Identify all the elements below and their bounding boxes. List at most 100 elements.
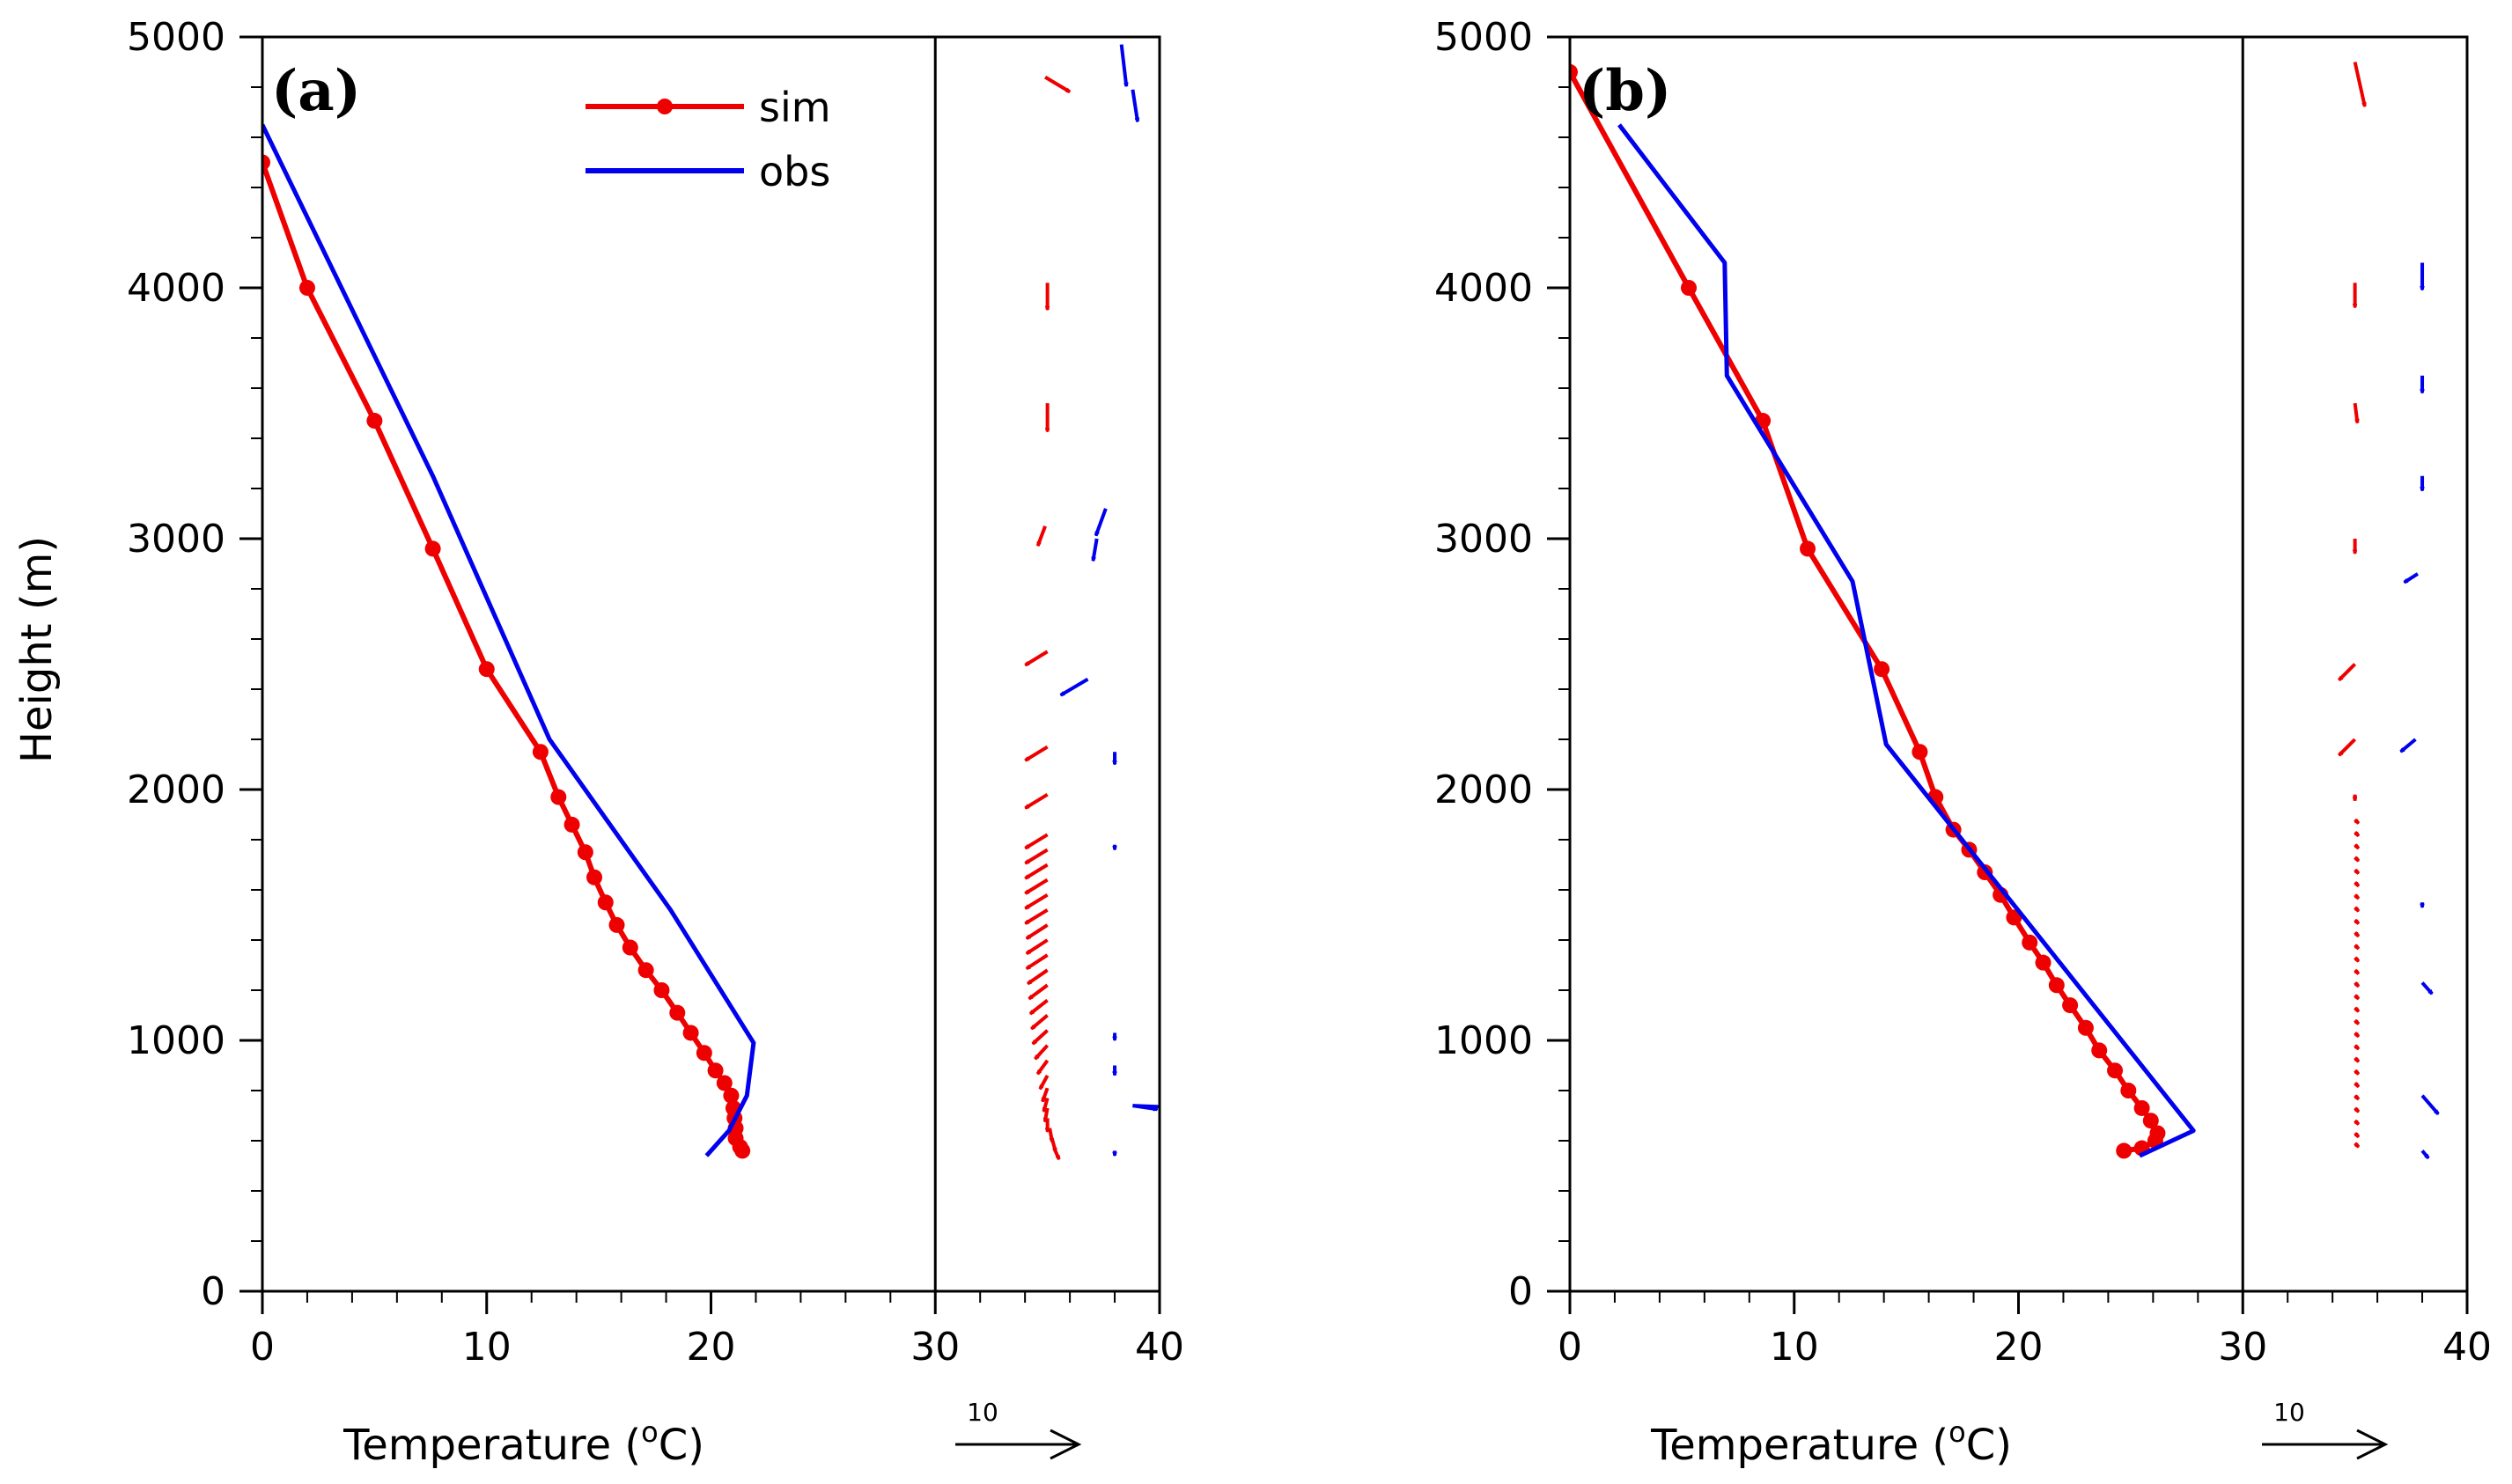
x-tick-label-a-1: 10 xyxy=(462,1325,512,1370)
reference-vector-b: 10 xyxy=(2262,1398,2389,1460)
x-tick-label-b-4: 40 xyxy=(2442,1325,2492,1370)
x-tick-label-b-2: 20 xyxy=(1994,1325,2044,1370)
y-tick-label-a-4: 4000 xyxy=(127,266,225,311)
sim-wind-vector-a-6 xyxy=(1025,792,1049,810)
sim-marker-b-15 xyxy=(2062,997,2079,1014)
legend-sim-marker xyxy=(657,99,673,114)
sim-marker-a-7 xyxy=(564,816,580,833)
sim-wind-vector-a-17 xyxy=(1029,983,1049,1001)
sim-marker-b-1 xyxy=(1681,280,1698,296)
x-axis-title-b: Temperature (oC) xyxy=(1650,1415,2012,1470)
sim-wind-vector-b-10 xyxy=(2354,856,2361,863)
sim-marker-b-21 xyxy=(2142,1113,2159,1129)
obs-wind-vector-a-3 xyxy=(1093,538,1099,561)
reference-vector-label-a: 10 xyxy=(967,1398,998,1427)
plot-area-a xyxy=(261,35,1161,1293)
sim-marker-a-15 xyxy=(669,1004,686,1021)
sim-marker-a-8 xyxy=(577,844,593,861)
sim-wind-vector-b-22 xyxy=(2354,1006,2361,1013)
sim-wind-vector-b-0 xyxy=(2353,62,2365,107)
sim-wind-vector-b-20 xyxy=(2354,981,2361,988)
legend-sim-label: sim xyxy=(759,84,831,131)
sim-marker-b-17 xyxy=(2091,1042,2108,1059)
sim-marker-a-2 xyxy=(366,413,383,430)
sim-marker-a-0 xyxy=(262,154,270,171)
y-tick-label-a-3: 3000 xyxy=(127,517,225,562)
obs-line-a xyxy=(262,123,756,1157)
sim-wind-vector-a-13 xyxy=(1027,923,1049,940)
axis-ticks-b: 0 10 20 30 40 0 1000 2000 3000 4000 5000 xyxy=(1434,15,2492,1370)
obs-line-b xyxy=(1617,123,2196,1158)
sim-wind-vector-b-5 xyxy=(2338,738,2357,757)
x-axis-title-a: Temperature (oC) xyxy=(343,1415,704,1470)
sim-marker-b-25 xyxy=(2116,1142,2133,1159)
sim-line-a xyxy=(262,161,745,1152)
sim-wind-vector-a-11 xyxy=(1025,893,1049,910)
sim-wind-vector-a-18 xyxy=(1030,998,1049,1016)
sim-marker-a-5 xyxy=(532,744,549,760)
sim-marker-a-26 xyxy=(734,1142,751,1159)
sim-wind-vector-b-21 xyxy=(2354,994,2361,1001)
obs-wind-vector-b-7 xyxy=(2420,1094,2440,1114)
sim-wind-vector-a-20 xyxy=(1033,1029,1049,1046)
sim-wind-vector-b-17 xyxy=(2354,944,2361,951)
y-tick-label-a-2: 2000 xyxy=(127,768,225,812)
reference-vector-arrowhead-b xyxy=(2356,1429,2389,1460)
sim-marker-b-18 xyxy=(2107,1062,2124,1079)
plot-content-a xyxy=(262,37,1160,1291)
sim-wind-vector-a-9 xyxy=(1025,863,1049,880)
sim-wind-vector-a-19 xyxy=(1031,1013,1049,1031)
y-tick-label-a-0: 0 xyxy=(201,1269,225,1314)
sim-marker-a-20 xyxy=(723,1087,740,1104)
y-tick-label-b-0: 0 xyxy=(1508,1269,1533,1314)
sim-marker-b-13 xyxy=(2035,954,2052,971)
reference-vector-arrowhead-a xyxy=(1050,1429,1082,1460)
sim-marker-a-10 xyxy=(597,894,614,911)
reference-vector-a: 10 xyxy=(955,1398,1082,1460)
sim-marker-a-9 xyxy=(586,869,603,885)
sim-wind-vector-a-7 xyxy=(1025,833,1049,850)
x-tick-label-b-0: 0 xyxy=(1558,1325,1582,1370)
sim-wind-vector-b-12 xyxy=(2354,881,2361,888)
sim-wind-vector-b-9 xyxy=(2354,843,2361,850)
sim-wind-vector-b-18 xyxy=(2354,956,2361,963)
sim-wind-vector-b-2 xyxy=(2353,402,2358,422)
legend-obs-label: obs xyxy=(759,148,830,195)
y-tick-label-a-1: 1000 xyxy=(127,1018,225,1063)
sim-marker-b-16 xyxy=(2077,1019,2094,1036)
x-tick-label-a-2: 20 xyxy=(687,1325,736,1370)
sim-marker-b-3 xyxy=(1800,540,1816,557)
sim-marker-b-20 xyxy=(2133,1099,2150,1116)
obs-wind-vector-a-4 xyxy=(1061,677,1089,697)
sim-wind-vector-b-7 xyxy=(2354,818,2361,825)
y-tick-label-b-3: 3000 xyxy=(1434,517,1533,562)
sim-marker-b-19 xyxy=(2120,1083,2137,1098)
sim-wind-vector-a-14 xyxy=(1027,938,1049,956)
x-tick-label-a-4: 40 xyxy=(1135,1325,1184,1370)
sim-wind-vector-b-29 xyxy=(2354,1094,2361,1101)
sim-marker-a-18 xyxy=(707,1062,724,1079)
sim-wind-vector-b-19 xyxy=(2354,968,2361,975)
sim-marker-a-19 xyxy=(716,1075,733,1091)
sim-marker-b-12 xyxy=(2022,934,2038,951)
sim-marker-a-1 xyxy=(298,280,315,296)
sim-marker-a-16 xyxy=(682,1025,699,1041)
obs-wind-vector-a-1 xyxy=(1119,44,1127,87)
sim-wind-vector-b-14 xyxy=(2354,906,2361,913)
panel-b: 0 10 20 30 40 0 1000 2000 3000 4000 5000 (b) Tempe… xyxy=(1434,15,2492,1470)
plot-frame-b xyxy=(1568,35,2469,1293)
sim-wind-vector-b-4 xyxy=(2338,663,2357,682)
sim-marker-a-6 xyxy=(550,789,567,805)
obs-wind-vector-b-4 xyxy=(2401,738,2417,753)
sim-wind-vector-a-5 xyxy=(1025,745,1049,762)
sim-wind-vector-b-30 xyxy=(2354,1106,2361,1113)
sim-wind-vector-a-15 xyxy=(1027,953,1049,971)
obs-wind-vector-b-3 xyxy=(2405,572,2420,584)
sim-wind-vector-b-26 xyxy=(2354,1056,2361,1063)
legend: sim obs xyxy=(586,84,831,195)
panel-a: 0 10 20 30 40 0 1000 2000 3000 4000 5000 (a) Heigh… xyxy=(12,15,1184,1470)
sim-wind-vector-b-13 xyxy=(2354,893,2361,900)
obs-wind-vector-a-2 xyxy=(1094,508,1108,536)
sim-wind-vector-b-32 xyxy=(2354,1132,2361,1139)
